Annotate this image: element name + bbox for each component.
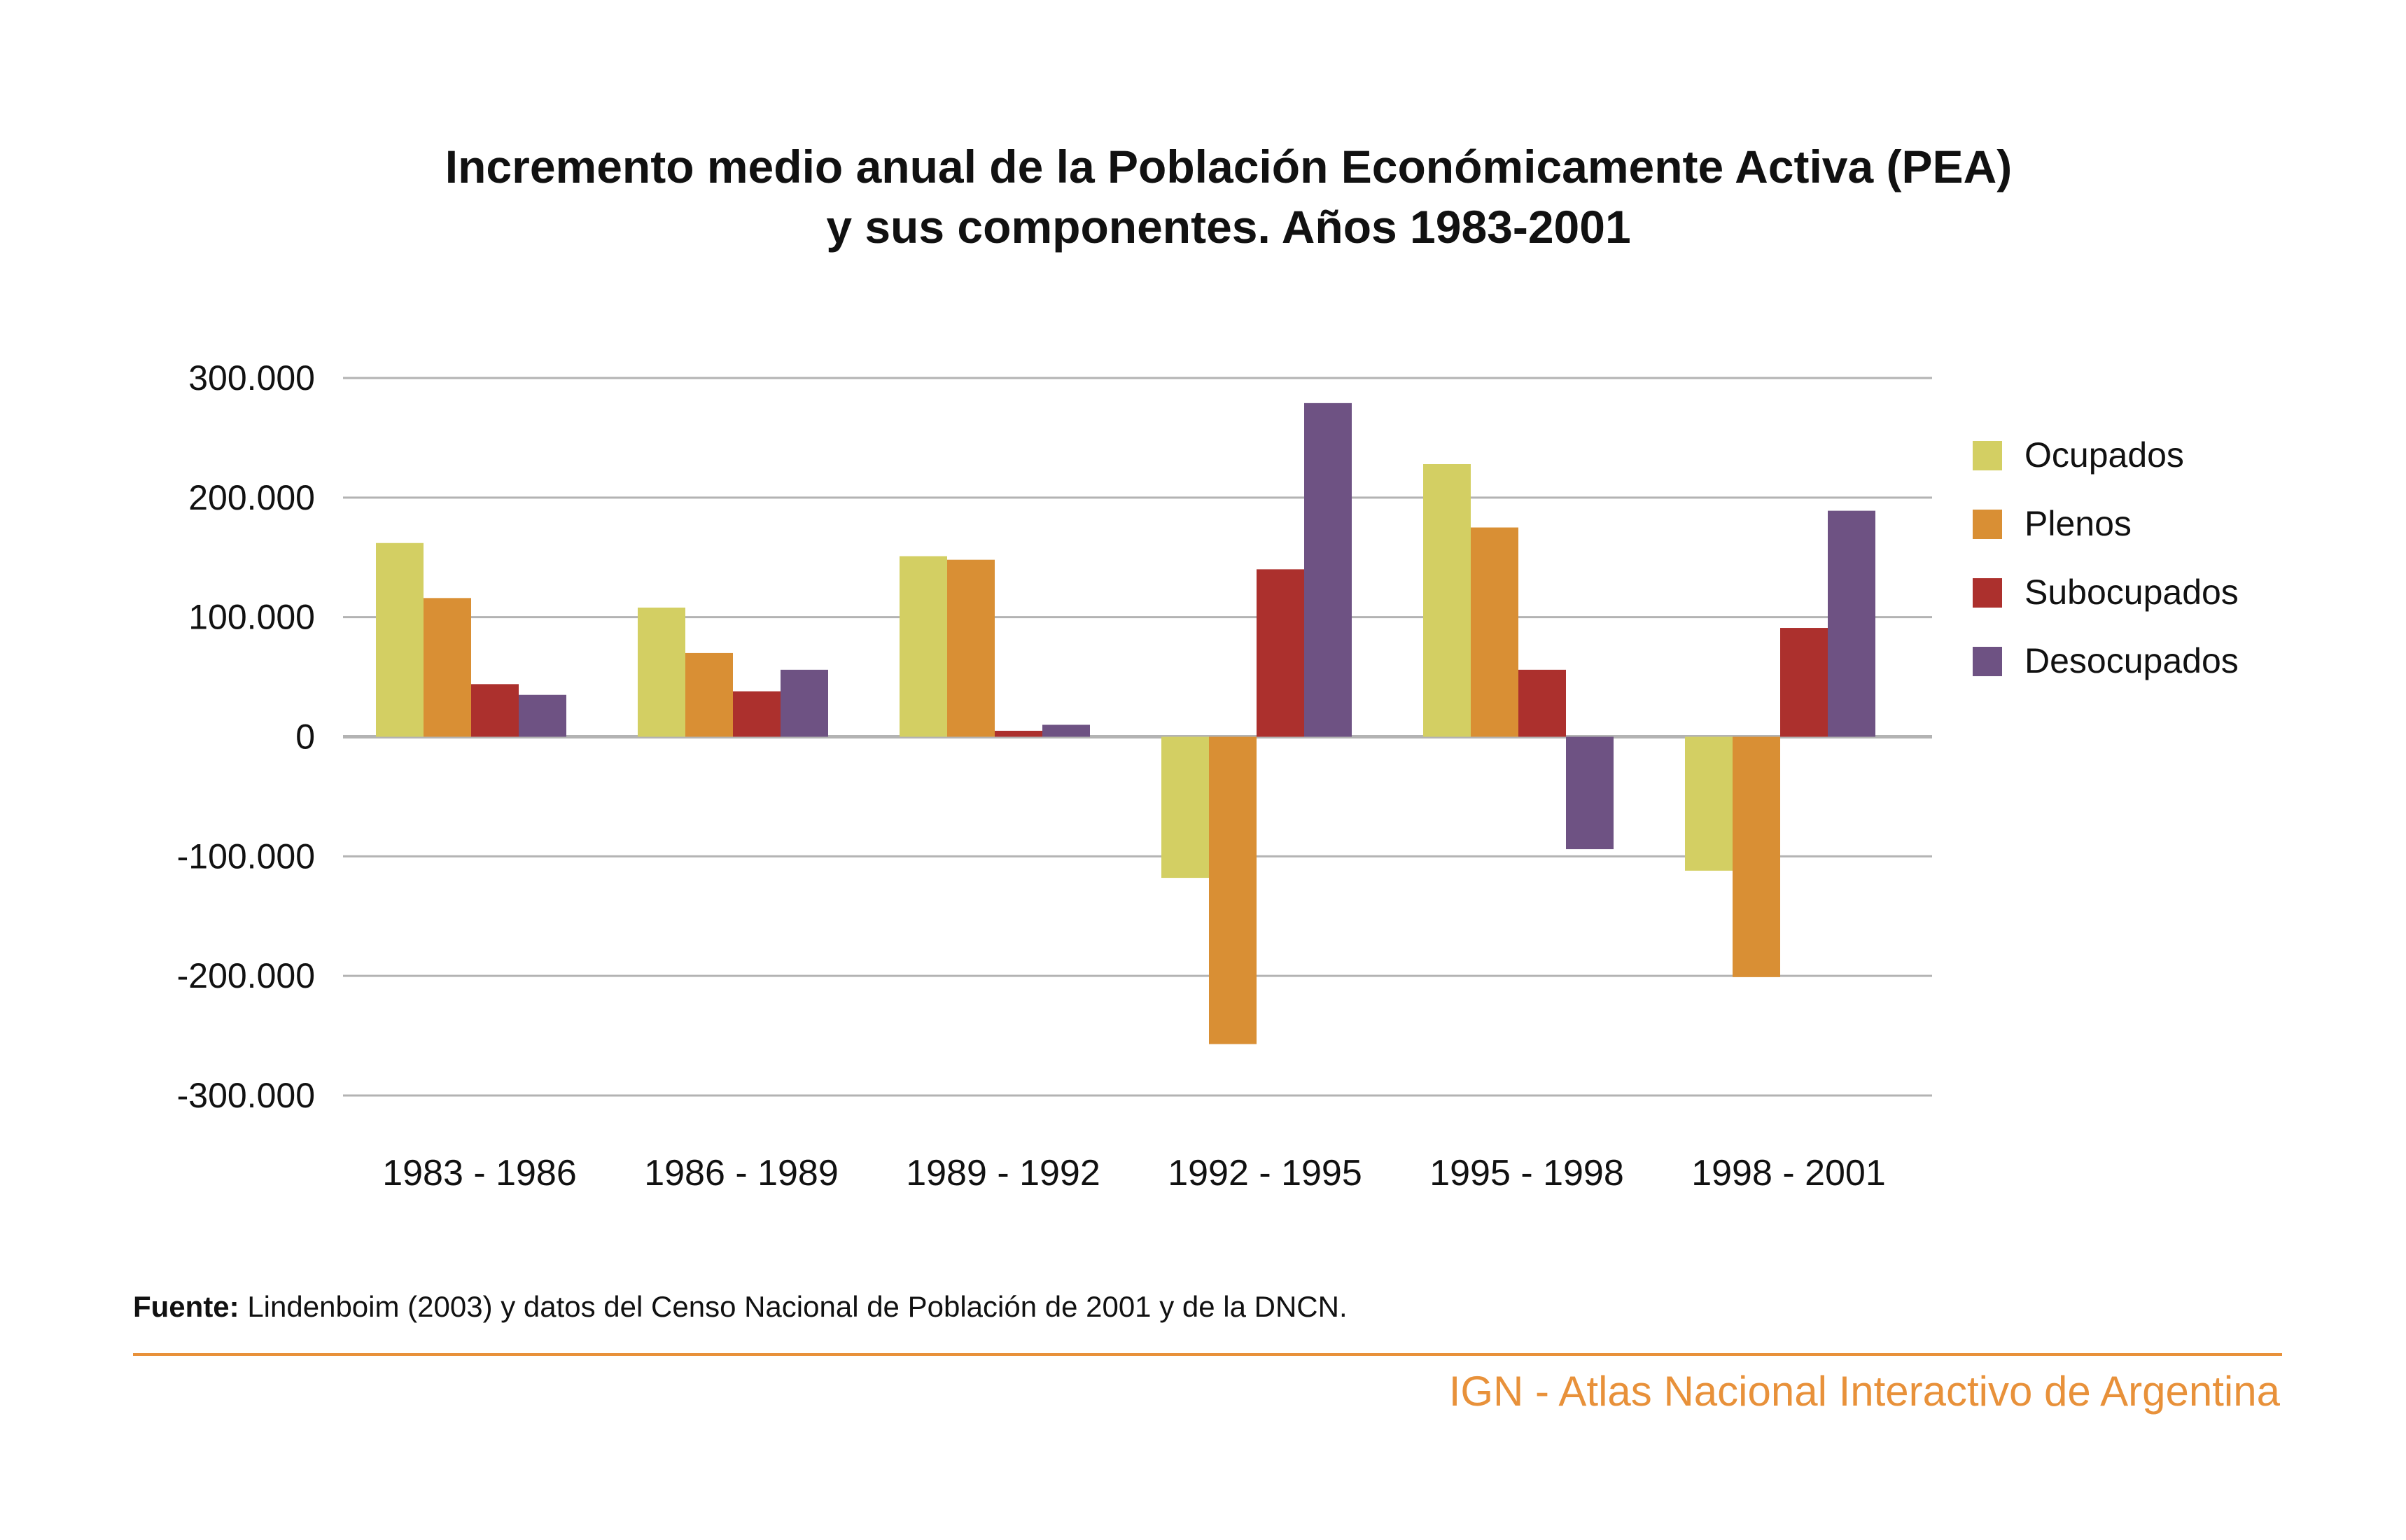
- bar-ocupados: [1685, 736, 1733, 871]
- source-label: Fuente:: [133, 1290, 239, 1323]
- bar-subocupados: [995, 730, 1042, 737]
- bar-ocupados: [900, 556, 947, 737]
- bar-subocupados: [1257, 569, 1304, 737]
- bar-plenos: [1733, 736, 1780, 977]
- y-tick-label: -100.000: [177, 836, 315, 876]
- bar-desocupados: [1304, 402, 1352, 737]
- x-tick-label: 1992 - 1995: [1168, 1153, 1362, 1194]
- legend-swatch: [1973, 441, 2002, 470]
- legend-swatch: [1973, 647, 2002, 676]
- x-tick-label: 1995 - 1998: [1429, 1153, 1624, 1194]
- brand-footer: IGN - Atlas Nacional Interactivo de Arge…: [1448, 1368, 2280, 1415]
- x-tick-label: 1986 - 1989: [644, 1153, 839, 1194]
- legend-label: Plenos: [2024, 504, 2132, 543]
- gridlines: [343, 377, 1932, 1097]
- bar-desocupados: [781, 669, 828, 737]
- y-tick-label: -200.000: [177, 956, 315, 995]
- bar-subocupados: [1518, 669, 1566, 737]
- y-tick-label: 200.000: [188, 478, 315, 517]
- x-tick-label: 1998 - 2001: [1691, 1153, 1886, 1194]
- bar-plenos: [685, 652, 733, 737]
- legend-swatch: [1973, 510, 2002, 539]
- x-axis-ticks: 1983 - 1986 1986 - 1989 1989 - 1992 1992 - …: [382, 1153, 1886, 1194]
- bar-ocupados: [1423, 464, 1471, 737]
- chart-title-line1: Incremento medio anual de la Población E…: [445, 141, 2013, 192]
- y-tick-label: 300.000: [188, 358, 315, 398]
- bar-subocupados: [733, 691, 781, 737]
- chart-title: Incremento medio anual de la Población E…: [0, 136, 2406, 257]
- footer-divider: [133, 1353, 2282, 1356]
- bar-plenos: [947, 559, 995, 737]
- legend-label: Subocupados: [2024, 573, 2239, 612]
- y-tick-label: 100.000: [188, 598, 315, 637]
- bar-desocupados: [1042, 724, 1090, 737]
- bar-ocupados: [638, 608, 685, 737]
- legend-label: Desocupados: [2024, 641, 2239, 680]
- bar-subocupados: [471, 684, 519, 737]
- source-note: Fuente: Lindenboim (2003) y datos del Ce…: [133, 1290, 1348, 1324]
- bar-plenos: [1471, 527, 1518, 737]
- bar-subocupados: [1780, 628, 1828, 737]
- y-tick-label: 0: [295, 718, 315, 757]
- y-tick-label: -300.000: [177, 1076, 315, 1115]
- legend: Ocupados Plenos Subocupados Desocupados: [1973, 435, 2239, 680]
- x-tick-label: 1983 - 1986: [382, 1153, 577, 1194]
- bar-ocupados: [1161, 736, 1209, 878]
- bar-desocupados: [1566, 736, 1614, 850]
- chart-title-line2: y sus componentes. Años 1983-2001: [826, 201, 1631, 253]
- bar-ocupados: [376, 542, 424, 737]
- y-axis-ticks: 300.000 200.000 100.000 0 -100.000 -200.000 -3…: [177, 358, 315, 1115]
- x-tick-label: 1989 - 1992: [906, 1153, 1100, 1194]
- source-text: Lindenboim (2003) y datos del Censo Naci…: [239, 1290, 1348, 1323]
- legend-label: Ocupados: [2024, 435, 2184, 475]
- legend-swatch: [1973, 578, 2002, 608]
- bar-plenos: [1209, 736, 1257, 1044]
- bar-desocupados: [1828, 510, 1875, 737]
- bar-plenos: [424, 598, 471, 737]
- bars: [376, 402, 1875, 1044]
- bar-desocupados: [519, 694, 566, 737]
